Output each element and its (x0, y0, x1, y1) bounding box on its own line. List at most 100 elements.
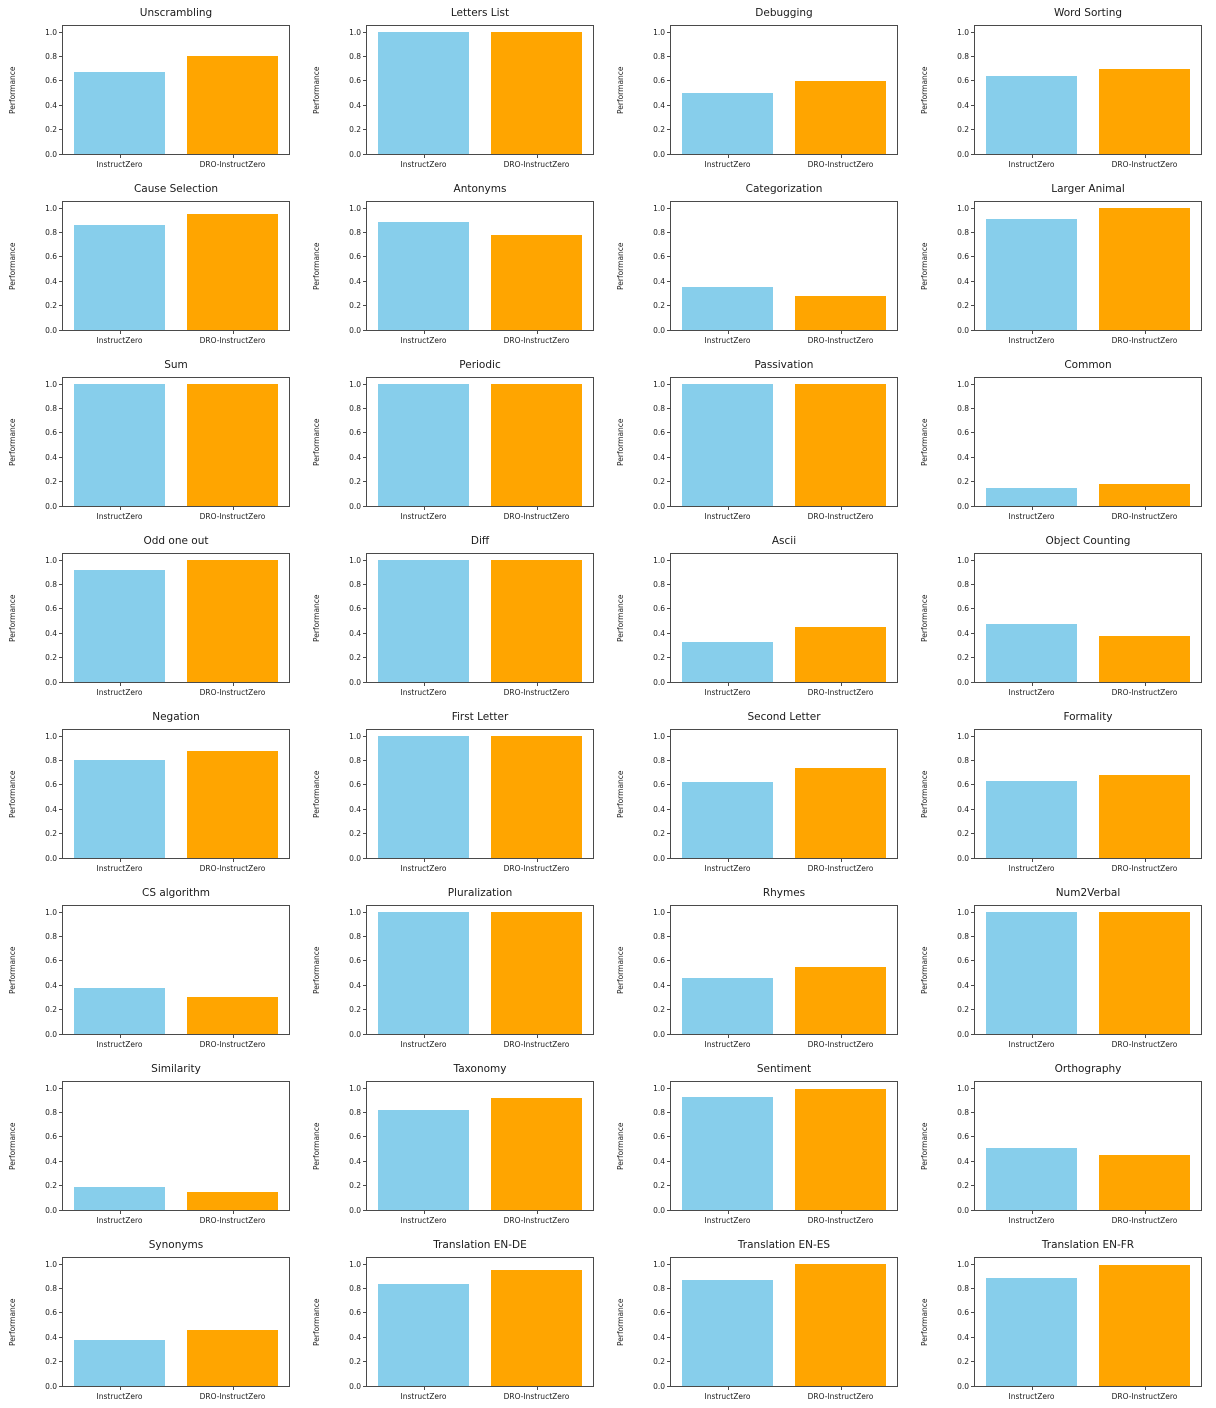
x-tick-label-instructzero: InstructZero (96, 1216, 143, 1225)
y-tick-label: 0.4 (653, 804, 665, 814)
bar-dro-instructzero (795, 80, 886, 154)
subplot-cause-selection: Cause Selection Performance 0.0 0.2 0.4 0.6 0.… (0, 176, 304, 352)
y-tick-label: 0.0 (45, 1029, 57, 1039)
y-tick-label: 0.0 (957, 501, 969, 511)
x-tick-label-instructzero: InstructZero (400, 688, 447, 697)
y-tick-mark (971, 608, 975, 610)
y-tick-mark (971, 153, 975, 155)
y-tick-mark (59, 256, 63, 258)
x-tick-label-instructzero: InstructZero (400, 160, 447, 169)
y-tick-label: 1.0 (957, 1083, 969, 1093)
y-tick-mark (971, 833, 975, 835)
plot-area: 0.0 0.2 0.4 0.6 0.8 1.0 InstructZero DRO-Instru… (45, 905, 290, 1049)
y-tick-mark (363, 456, 367, 458)
y-tick-mark (59, 231, 63, 233)
x-tick-mark (536, 506, 538, 510)
bar-instructzero (986, 1147, 1077, 1210)
chart-title: Periodic (459, 359, 501, 371)
y-tick-mark (667, 583, 671, 585)
y-tick-mark (59, 833, 63, 835)
y-tick-label: 0.4 (349, 452, 361, 462)
y-tick-label: 0.4 (653, 1156, 665, 1166)
y-axis-label: Performance (616, 594, 625, 642)
y-tick-mark (363, 559, 367, 561)
y-tick-label: 0.0 (349, 1205, 361, 1215)
bar-instructzero (378, 221, 469, 330)
y-tick-label: 0.8 (653, 579, 665, 589)
x-tick-mark (727, 154, 729, 158)
bar-instructzero (682, 287, 773, 330)
subplot-negation: Negation Performance 0.0 0.2 0.4 0.6 0.8 1.0 Ins… (0, 704, 304, 880)
y-axis-label: Performance (312, 594, 321, 642)
y-tick-label: 0.4 (349, 804, 361, 814)
y-tick-label: 1.0 (349, 27, 361, 37)
bar-instructzero (378, 32, 469, 154)
x-tick-label-instructzero: InstructZero (96, 1040, 143, 1049)
plot-area: 0.0 0.2 0.4 0.6 0.8 1.0 InstructZero DRO-Instru… (957, 25, 1202, 169)
x-tick-label-dro-instructzero: DRO-InstructZero (807, 1216, 874, 1225)
bar-instructzero (378, 1283, 469, 1386)
y-tick-label: 0.8 (653, 403, 665, 413)
plot-area: 0.0 0.2 0.4 0.6 0.8 1.0 InstructZero DRO-Instru… (957, 1257, 1202, 1401)
x-tick-mark (727, 506, 729, 510)
y-tick-label: 1.0 (957, 379, 969, 389)
x-tick-label-instructzero: InstructZero (704, 864, 751, 873)
y-tick-label: 1.0 (349, 1083, 361, 1093)
chart-title: Cause Selection (133, 183, 219, 195)
y-tick-label: 0.6 (45, 428, 57, 438)
y-tick-mark (363, 808, 367, 810)
y-tick-mark (59, 559, 63, 561)
x-tick-label-instructzero: InstructZero (400, 1040, 447, 1049)
y-tick-mark (363, 1361, 367, 1363)
y-tick-label: 0.8 (653, 227, 665, 237)
x-tick-mark (232, 154, 234, 158)
x-tick-mark (840, 1034, 842, 1038)
y-tick-label: 0.8 (349, 1283, 361, 1293)
y-tick-label: 0.0 (653, 149, 665, 159)
y-axis-label: Performance (312, 770, 321, 818)
y-tick-mark (363, 784, 367, 786)
y-tick-label: 0.0 (653, 325, 665, 335)
bar-dro-instructzero (1099, 484, 1190, 506)
y-tick-mark (59, 808, 63, 810)
y-tick-mark (59, 153, 63, 155)
y-tick-mark (363, 1009, 367, 1011)
y-tick-mark (59, 432, 63, 434)
x-tick-mark (536, 330, 538, 334)
y-tick-mark (59, 80, 63, 82)
y-tick-label: 0.8 (45, 1107, 57, 1117)
y-tick-mark (59, 1312, 63, 1314)
x-tick-label-dro-instructzero: DRO-InstructZero (503, 688, 570, 697)
x-tick-label-dro-instructzero: DRO-InstructZero (503, 864, 570, 873)
x-tick-mark (232, 506, 234, 510)
y-tick-mark (59, 305, 63, 307)
bar-dro-instructzero (491, 560, 582, 682)
y-tick-label: 0.4 (45, 100, 57, 110)
y-tick-label: 1.0 (957, 203, 969, 213)
x-tick-mark (1144, 858, 1146, 862)
y-tick-label: 0.8 (45, 51, 57, 61)
y-tick-label: 1.0 (45, 1259, 57, 1269)
y-tick-mark (667, 833, 671, 835)
chart-title: Unscrambling (139, 7, 213, 19)
y-tick-mark (971, 681, 975, 683)
y-tick-mark (363, 31, 367, 33)
y-tick-mark (971, 632, 975, 634)
y-tick-mark (667, 456, 671, 458)
x-tick-mark (840, 330, 842, 334)
bar-instructzero (74, 760, 165, 858)
y-tick-label: 0.2 (653, 477, 665, 487)
y-tick-mark (59, 1087, 63, 1089)
y-axis-label: Performance (616, 242, 625, 290)
y-tick-label: 0.8 (349, 227, 361, 237)
y-tick-label: 0.0 (45, 1381, 57, 1391)
bar-dro-instructzero (491, 1270, 582, 1386)
y-tick-label: 0.8 (957, 227, 969, 237)
x-tick-label-instructzero: InstructZero (704, 160, 751, 169)
y-tick-mark (667, 1263, 671, 1265)
chart-title: Diff (470, 535, 490, 547)
y-axis-label: Performance (616, 770, 625, 818)
x-tick-mark (119, 682, 121, 686)
x-tick-label-instructzero: InstructZero (96, 1392, 143, 1401)
plot-area: 0.0 0.2 0.4 0.6 0.8 1.0 InstructZero DRO-Instru… (349, 1081, 594, 1225)
